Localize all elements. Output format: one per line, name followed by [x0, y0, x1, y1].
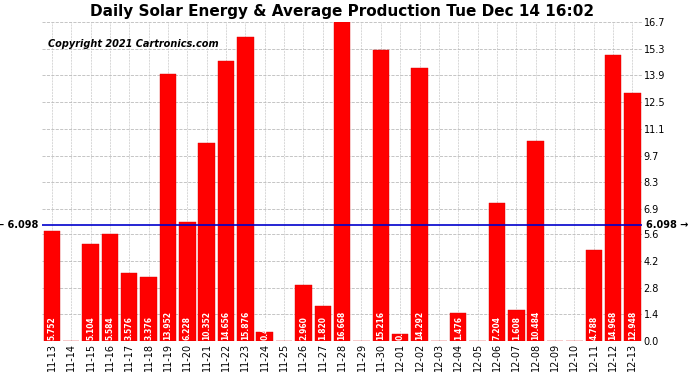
Text: 13.952: 13.952: [164, 310, 172, 340]
Bar: [334, 22, 351, 341]
Text: 5.752: 5.752: [48, 316, 57, 340]
Bar: [121, 273, 137, 341]
Text: 14.656: 14.656: [221, 310, 230, 340]
Text: 1.820: 1.820: [318, 316, 327, 340]
Bar: [411, 68, 428, 341]
Bar: [257, 332, 273, 341]
Text: 7.204: 7.204: [493, 316, 502, 340]
Text: 14.968: 14.968: [609, 310, 618, 340]
Bar: [199, 143, 215, 341]
Text: ← 6.098: ← 6.098: [0, 219, 39, 230]
Text: 5.104: 5.104: [86, 316, 95, 340]
Text: 1.476: 1.476: [454, 316, 463, 340]
Bar: [624, 93, 641, 341]
Text: 3.376: 3.376: [144, 316, 153, 340]
Text: 1.608: 1.608: [512, 316, 521, 340]
Text: 10.352: 10.352: [202, 310, 211, 340]
Text: 4.788: 4.788: [589, 315, 598, 340]
Text: 16.668: 16.668: [337, 310, 346, 340]
Bar: [218, 61, 234, 341]
Bar: [82, 243, 99, 341]
Bar: [508, 310, 524, 341]
Bar: [237, 38, 253, 341]
Text: Copyright 2021 Cartronics.com: Copyright 2021 Cartronics.com: [48, 39, 219, 50]
Bar: [373, 50, 389, 341]
Bar: [43, 231, 60, 341]
Text: 6.098 →: 6.098 →: [646, 219, 688, 230]
Bar: [586, 250, 602, 341]
Bar: [450, 313, 466, 341]
Text: 14.292: 14.292: [415, 310, 424, 340]
Bar: [605, 55, 621, 341]
Title: Daily Solar Energy & Average Production Tue Dec 14 16:02: Daily Solar Energy & Average Production …: [90, 4, 594, 19]
Text: 15.876: 15.876: [241, 310, 250, 340]
Bar: [179, 222, 195, 341]
Text: 10.484: 10.484: [531, 310, 540, 340]
Bar: [489, 203, 505, 341]
Text: 0.468: 0.468: [260, 316, 269, 340]
Bar: [101, 234, 118, 341]
Bar: [392, 334, 408, 341]
Text: 5.584: 5.584: [106, 316, 115, 340]
Bar: [315, 306, 331, 341]
Text: 15.216: 15.216: [376, 310, 385, 340]
Bar: [527, 141, 544, 341]
Text: 0.372: 0.372: [395, 316, 404, 340]
Text: 6.228: 6.228: [183, 316, 192, 340]
Bar: [159, 74, 176, 341]
Bar: [295, 285, 312, 341]
Text: 3.576: 3.576: [125, 316, 134, 340]
Text: 2.960: 2.960: [299, 316, 308, 340]
Bar: [140, 277, 157, 341]
Text: 12.948: 12.948: [628, 310, 637, 340]
